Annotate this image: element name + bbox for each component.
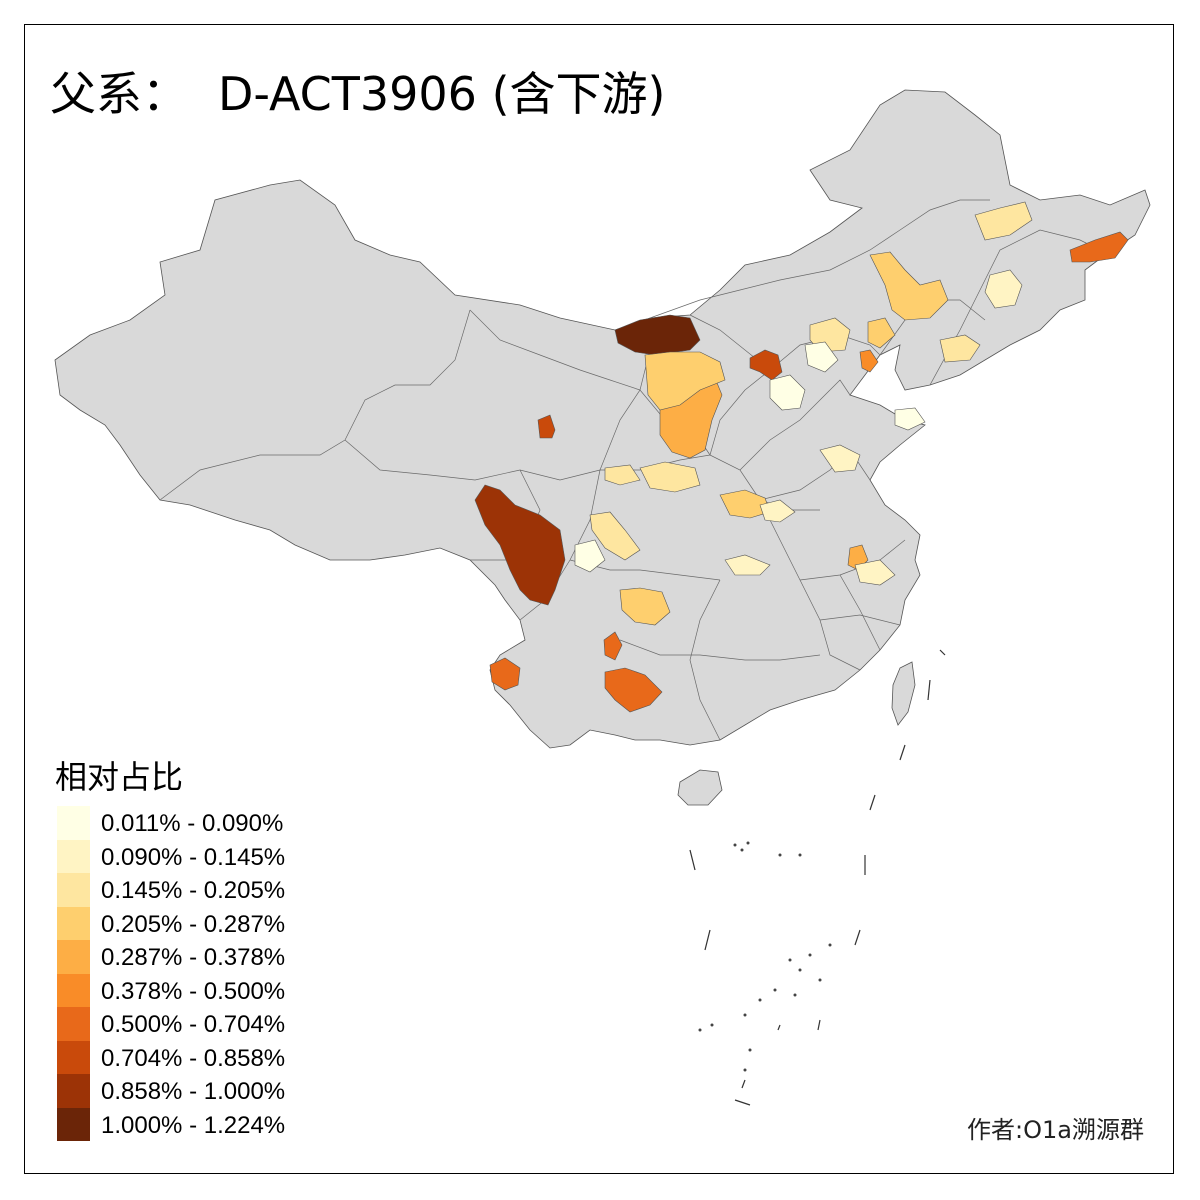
region-bin-7c: [489, 657, 521, 691]
region-bin-4e: [867, 317, 896, 349]
legend-swatch: [57, 940, 90, 974]
region-bin-7d: [603, 631, 623, 661]
legend-label: 0.205% - 0.287%: [101, 910, 286, 938]
region-bin-2e: [759, 499, 796, 523]
region-bin-4a: [644, 351, 726, 411]
legend-label: 0.145% - 0.205%: [101, 877, 286, 904]
region-bin-4b: [869, 251, 949, 321]
legend-label: 1.000% - 1.224%: [101, 1111, 286, 1139]
legend-label: 0.500% - 0.704%: [101, 1011, 286, 1038]
legend-swatch: [57, 1040, 90, 1074]
legend-label: 0.011% - 0.090%: [101, 810, 284, 837]
legend-label: 0.378% - 0.500%: [101, 977, 286, 1005]
legend-swatch: [57, 1107, 90, 1141]
region-bin-1c: [804, 341, 839, 373]
region-bin-9: [474, 484, 566, 606]
china-landmass: [54, 89, 1151, 749]
region-bin-1d: [894, 407, 926, 431]
region-bin-8a: [537, 414, 556, 439]
region-bin-2b: [724, 554, 771, 576]
title-prefix: 父系：: [50, 67, 188, 121]
region-bin-3f: [604, 464, 641, 486]
region-bin-10: [614, 314, 701, 356]
region-bin-7a: [1069, 231, 1129, 263]
legend-swatch: [57, 806, 90, 840]
legend-swatch: [57, 839, 90, 873]
region-bin-2d: [854, 559, 896, 586]
colored-regions: [474, 201, 1129, 713]
region-bin-2c: [819, 444, 861, 473]
legend-title: 相对占比: [55, 758, 184, 796]
map-title: 父系： D-ACT3906 (含下游): [50, 58, 665, 124]
legend-label: 0.287% - 0.378%: [101, 944, 286, 971]
region-bin-4c: [619, 587, 671, 626]
taiwan-island: [891, 661, 916, 726]
legend-swatch: [57, 1074, 90, 1108]
legend-swatch: [57, 873, 90, 907]
south-sea-islands: [689, 649, 946, 1106]
province-borders: [159, 199, 1101, 741]
region-bin-8b: [749, 349, 783, 381]
region-bin-6: [859, 349, 879, 373]
legend-label: 0.858% - 1.000%: [101, 1078, 286, 1105]
title-haplogroup: D-ACT3906 (含下游): [218, 67, 666, 121]
author-credit: 作者:O1a溯源群: [967, 1116, 1144, 1144]
legend-label: 0.090% - 0.145%: [101, 843, 286, 871]
legend-swatch: [57, 1007, 90, 1041]
region-bin-1a: [769, 374, 806, 411]
region-bin-3e: [939, 334, 981, 363]
region-bin-3c: [589, 511, 641, 561]
legend-label: 0.704% - 0.858%: [101, 1044, 286, 1072]
legend-swatch: [57, 906, 90, 940]
hainan-island: [677, 769, 723, 806]
region-bin-2a: [984, 269, 1023, 309]
region-bin-3a: [974, 201, 1033, 241]
region-bin-3d: [639, 461, 701, 493]
region-bin-7b: [604, 667, 663, 713]
region-bin-1b: [574, 539, 606, 573]
legend-swatch: [57, 973, 90, 1007]
